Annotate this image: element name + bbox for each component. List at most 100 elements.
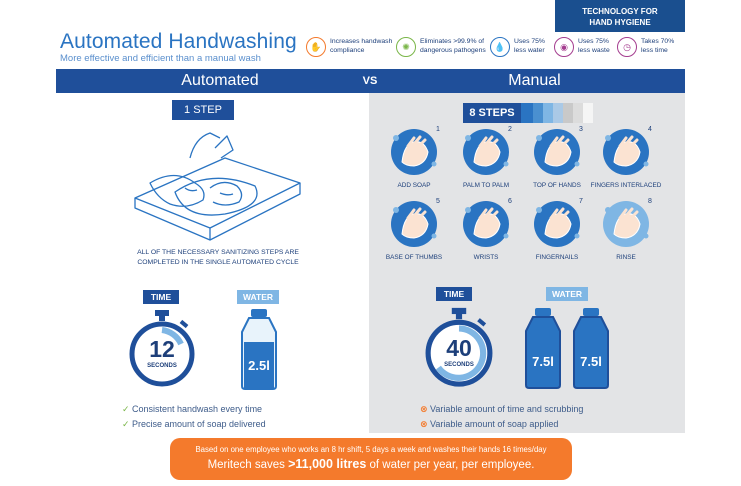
manual-step: 3 TOP OF HANDS — [527, 126, 587, 198]
water-bottle-icon — [525, 308, 561, 389]
manual-step-label: 8 STEPS — [463, 103, 521, 123]
stat-line: Eliminates >99.9% of — [420, 38, 485, 45]
automated-seconds-value: 12 — [149, 336, 175, 362]
step-stripe — [573, 103, 583, 123]
stopwatch-icon — [129, 310, 195, 387]
footer-savings: Meritech saves >11,000 litres of water p… — [170, 457, 572, 471]
page-title: Automated Handwashing — [60, 30, 297, 53]
step-stripe — [543, 103, 553, 123]
stat-pathogens: ✺ Eliminates >99.9% of dangerous pathogen… — [396, 37, 486, 67]
automated-time-label: TIME — [143, 290, 179, 304]
manual-step: 5 BASE OF THUMBS — [384, 198, 444, 270]
automated-seconds-label: SECONDS — [147, 363, 177, 369]
stat-waste: ◉ Uses 75% less waste — [554, 37, 610, 67]
step-number: 2 — [508, 126, 512, 133]
step-label: FINGERNAILS — [535, 254, 579, 261]
germ-icon: ✺ — [396, 37, 416, 57]
hand-wash-step-icon — [534, 201, 580, 247]
drawback-text: Variable amount of soap applied — [430, 419, 559, 429]
manual-time-label: TIME — [436, 287, 472, 301]
stat-line: less waste — [578, 47, 610, 54]
step-number: 1 — [436, 126, 440, 133]
footer-basis: Based on one employee who works an 8 hr … — [195, 445, 547, 454]
manual-heading: Manual — [508, 72, 561, 89]
hand-wash-step-icon — [463, 201, 509, 247]
stat-line: Uses 75% — [578, 38, 609, 45]
water-bottle-icon — [241, 309, 277, 390]
stat-time: ◷ Takes 70% less time — [617, 37, 674, 67]
check-icon: ✓ — [122, 419, 130, 429]
manual-water-value-1: 7.5l — [532, 354, 554, 369]
manual-step: 1 ADD SOAP — [384, 126, 444, 198]
drawback-text: Variable amount of time and scrubbing — [430, 404, 584, 414]
step-label: TOP OF HANDS — [533, 182, 581, 189]
step-label: WRISTS — [473, 254, 499, 261]
step-number: 4 — [648, 126, 652, 133]
stat-line: dangerous pathogens — [420, 47, 486, 54]
hand-wash-step-icon — [391, 201, 437, 247]
step-stripe — [521, 103, 533, 123]
automated-heading: Automated — [181, 72, 259, 89]
manual-drawback: ⊗ Variable amount of soap applied — [420, 419, 558, 430]
hand-wash-step-icon — [603, 129, 649, 175]
automated-benefit: ✓ Precise amount of soap delivered — [122, 419, 266, 430]
note-line: COMPLETED IN THE SINGLE AUTOMATED CYCLE — [137, 259, 299, 266]
check-icon: ✓ — [122, 404, 130, 414]
cross-circle-icon: ⊗ — [420, 404, 428, 414]
page-subtitle: More effective and efficient than a manu… — [60, 53, 261, 64]
benefit-text: Consistent handwash every time — [132, 404, 263, 414]
soap-icon: ◉ — [554, 37, 574, 57]
stat-line: Uses 75% — [514, 38, 545, 45]
water-drop-icon: 💧 — [490, 37, 510, 57]
clock-icon: ◷ — [617, 37, 637, 57]
cross-circle-icon: ⊗ — [420, 419, 428, 429]
water-bottle-icon — [573, 308, 609, 389]
hand-wash-step-icon — [463, 129, 509, 175]
benefit-text: Precise amount of soap delivered — [132, 419, 266, 429]
automated-step-label: 1 STEP — [172, 100, 234, 120]
step-label: RINSE — [616, 254, 636, 261]
step-number: 3 — [579, 126, 583, 133]
automated-water-value: 2.5l — [248, 358, 270, 373]
stat-compliance: ✋ Increases handwash compliance — [306, 37, 392, 67]
manual-seconds-value: 40 — [446, 335, 472, 361]
manual-step: 7 FINGERNAILS — [527, 198, 587, 270]
footer-banner: Based on one employee who works an 8 hr … — [170, 438, 572, 480]
automated-benefit: ✓ Consistent handwash every time — [122, 404, 262, 415]
manual-step: 2 PALM TO PALM — [456, 126, 516, 198]
manual-water-value-2: 7.5l — [580, 354, 602, 369]
stat-line: less water — [514, 47, 545, 54]
manual-step: 4 FINGERS INTERLACED — [591, 126, 662, 198]
automated-water-label: WATER — [237, 290, 279, 304]
manual-drawback: ⊗ Variable amount of time and scrubbing — [420, 404, 583, 415]
step-number: 5 — [436, 198, 440, 205]
step-label: BASE OF THUMBS — [385, 254, 443, 261]
footer-savings-amount: >11,000 litres — [288, 457, 367, 471]
stopwatch-icon — [425, 307, 493, 387]
tech-badge-line1: TECHNOLOGY FOR — [582, 7, 658, 16]
footer-savings-pre: Meritech saves — [207, 459, 289, 471]
hand-wash-step-icon — [391, 129, 437, 175]
tech-badge-line2: HAND HYGIENE — [589, 18, 651, 27]
footer-savings-post: of water per year, per employee. — [366, 459, 535, 471]
step-label: PALM TO PALM — [462, 182, 510, 189]
manual-step: 8 RINSE — [596, 198, 656, 270]
hand-wash-step-icon — [603, 201, 649, 247]
step-number: 6 — [508, 198, 512, 205]
step-number: 7 — [579, 198, 583, 205]
automated-note: ALL OF THE NECESSARY SANITIZING STEPS AR… — [120, 248, 316, 268]
hand-wash-step-icon — [534, 129, 580, 175]
step-stripe — [533, 103, 543, 123]
tech-badge: TECHNOLOGY FOR HAND HYGIENE — [555, 0, 685, 32]
stat-water: 💧 Uses 75% less water — [490, 37, 545, 67]
step-stripe — [583, 103, 593, 123]
step-number: 8 — [648, 198, 652, 205]
step-label: FINGERS INTERLACED — [590, 182, 662, 189]
hand-icon: ✋ — [306, 37, 326, 57]
manual-water-label: WATER — [546, 287, 588, 301]
stat-line: less time — [641, 47, 668, 54]
stat-line: Takes 70% — [641, 38, 675, 45]
comparison-bar — [56, 69, 685, 93]
stat-line: compliance — [330, 47, 365, 54]
manual-step: 6 WRISTS — [456, 198, 516, 270]
